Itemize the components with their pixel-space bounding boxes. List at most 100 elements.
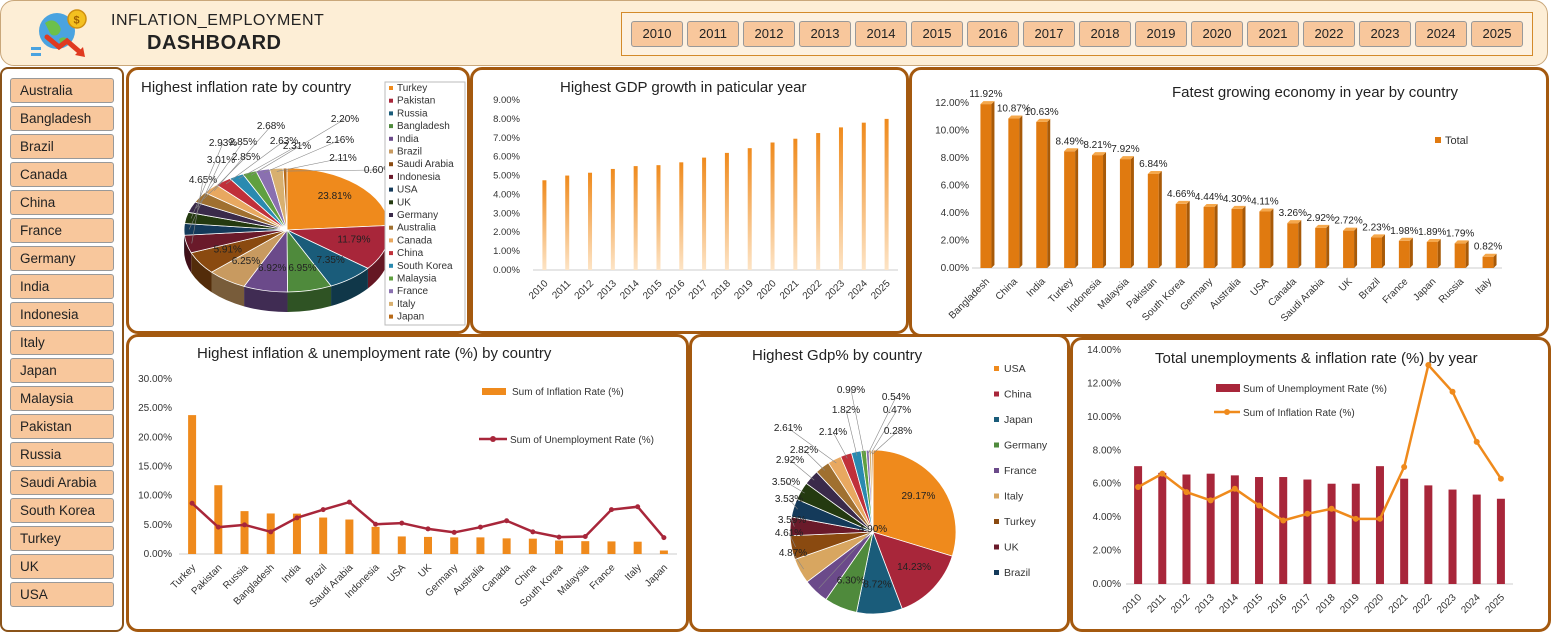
legend-swatch-usa [389, 187, 393, 192]
inflation-bar-italy [633, 541, 642, 554]
country-button-germany[interactable]: Germany [10, 246, 114, 271]
growth-bar-side [1075, 148, 1079, 268]
inflation-bar-china [528, 538, 537, 554]
gdp-bar-2024 [861, 122, 866, 270]
year-button-2022[interactable]: 2022 [1303, 21, 1355, 47]
year-button-2013[interactable]: 2013 [799, 21, 851, 47]
legend-label-australia: Australia [397, 223, 436, 234]
country-button-saudi-arabia[interactable]: Saudi Arabia [10, 470, 114, 495]
y-tick-label: 0.00% [941, 263, 969, 274]
pie-leader-line [263, 139, 341, 174]
country-button-turkey[interactable]: Turkey [10, 526, 114, 551]
pie-value-label: 6.25% [232, 256, 260, 267]
x-tick-label-2020: 2020 [1363, 592, 1387, 616]
year-button-2012[interactable]: 2012 [743, 21, 795, 47]
year-button-2019[interactable]: 2019 [1135, 21, 1187, 47]
legend-label-uk: UK [397, 197, 411, 208]
x-tick-label-2023: 2023 [1435, 592, 1459, 616]
pie-value-label: 4.90% [859, 524, 887, 535]
year-button-2010[interactable]: 2010 [631, 21, 683, 47]
unemployment-point-bangladesh [268, 529, 274, 535]
legend-swatch-japan [389, 314, 393, 319]
country-button-italy[interactable]: Italy [10, 330, 114, 355]
country-button-india[interactable]: India [10, 274, 114, 299]
country-button-russia[interactable]: Russia [10, 442, 114, 467]
unemployment-point-south-korea [556, 534, 562, 540]
year-button-2020[interactable]: 2020 [1191, 21, 1243, 47]
legend-swatch-france [389, 289, 393, 294]
pie-value-label: 6.92% [258, 263, 286, 274]
year-button-2014[interactable]: 2014 [855, 21, 907, 47]
growth-value-label: 4.30% [1223, 194, 1251, 205]
pie-side-indonesia [184, 235, 192, 273]
year-button-2023[interactable]: 2023 [1359, 21, 1411, 47]
x-tick-label-2020: 2020 [755, 278, 779, 302]
y-tick-label: 10.00% [935, 126, 969, 137]
legend-swatch-south-korea [389, 263, 393, 268]
x-tick-label-2022: 2022 [1411, 592, 1435, 616]
country-button-uk[interactable]: UK [10, 554, 114, 579]
growth-bar-side [1465, 240, 1469, 268]
country-button-south-korea[interactable]: South Korea [10, 498, 114, 523]
year-button-2024[interactable]: 2024 [1415, 21, 1467, 47]
growth-bar-top [1231, 205, 1246, 209]
country-button-bangladesh[interactable]: Bangladesh [10, 106, 114, 131]
growth-bar-side [1409, 237, 1413, 268]
x-tick-label-uk: UK [1337, 276, 1355, 294]
dashboard-title-line2: DASHBOARD [147, 32, 282, 54]
pie-value-label: 3.59% [778, 515, 806, 526]
unemployment-point-indonesia [373, 521, 379, 527]
pie-leader-line [818, 528, 874, 589]
legend-label-germany: Germany [397, 210, 438, 221]
country-button-pakistan[interactable]: Pakistan [10, 414, 114, 439]
y-tick-label: 12.00% [935, 98, 969, 109]
x-tick-label-australia: Australia [1208, 276, 1244, 312]
gdp-bar-2011 [565, 175, 570, 270]
year-button-2016[interactable]: 2016 [967, 21, 1019, 47]
x-tick-label-2024: 2024 [846, 278, 870, 302]
year-button-2025[interactable]: 2025 [1471, 21, 1523, 47]
country-button-malaysia[interactable]: Malaysia [10, 386, 114, 411]
legend-swatch-australia [389, 225, 393, 230]
gdp-growth-chart: 0.00% 1.00% 2.00% 3.00% 4.00% 5.00% 6.00% 7.00%… [493, 95, 898, 302]
legend-label-brazil: Brazil [397, 147, 422, 158]
inflation-bar-germany [450, 537, 459, 554]
country-button-japan[interactable]: Japan [10, 358, 114, 383]
country-button-australia[interactable]: Australia [10, 78, 114, 103]
year-button-2021[interactable]: 2021 [1247, 21, 1299, 47]
inflation-bar-uk [424, 536, 432, 554]
pie-leader-line [788, 532, 796, 548]
y-tick-label: 14.00% [1087, 345, 1121, 356]
country-button-brazil[interactable]: Brazil [10, 134, 114, 159]
year-button-2017[interactable]: 2017 [1023, 21, 1075, 47]
growth-bar-japan [1426, 242, 1438, 268]
gdp-bar-2010 [542, 180, 547, 270]
country-button-canada[interactable]: Canada [10, 162, 114, 187]
x-tick-label-2010: 2010 [1121, 592, 1145, 616]
legend-label-france: France [397, 286, 429, 297]
year-button-2015[interactable]: 2015 [911, 21, 963, 47]
inflation-point-2022 [1425, 362, 1432, 369]
x-tick-label-italy: Italy [1473, 276, 1494, 297]
gdp-bar-2019 [747, 148, 752, 270]
inflation-bar-india [292, 513, 301, 554]
country-button-france[interactable]: France [10, 218, 114, 243]
country-button-indonesia[interactable]: Indonesia [10, 302, 114, 327]
x-tick-label-2025: 2025 [1484, 592, 1508, 616]
inflation-bar-australia [476, 537, 485, 554]
country-button-usa[interactable]: USA [10, 582, 114, 607]
growth-bar-russia [1454, 243, 1466, 268]
pie-leader-line [225, 140, 285, 185]
year-button-2011[interactable]: 2011 [687, 21, 739, 47]
growth-bar-france [1398, 240, 1410, 268]
unemployment-inflation-year-chart: 0.00% 2.00% 4.00% 6.00% 8.00% 10.00% 12.00% 14.… [1087, 345, 1513, 616]
pie-value-label: 23.81% [318, 191, 352, 202]
gdp-pie-panel: Highest Gdp% by country 29.17% 14.23% 8.72… [689, 334, 1070, 632]
year-button-2018[interactable]: 2018 [1079, 21, 1131, 47]
pie-value-label: 2.85% [229, 137, 257, 148]
legend-swatch-turkey [994, 519, 999, 524]
unemployment-bar-2025 [1496, 498, 1505, 584]
y-tick-label: 12.00% [1087, 378, 1121, 389]
growth-value-label: 4.44% [1195, 192, 1223, 203]
country-button-china[interactable]: China [10, 190, 114, 215]
